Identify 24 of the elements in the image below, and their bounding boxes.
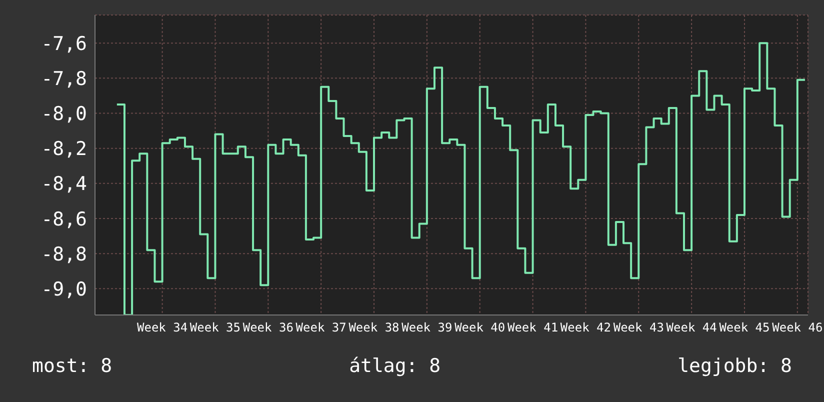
- y-tick-label: -8,4: [41, 173, 87, 196]
- x-tick-label: Week 34: [137, 320, 188, 335]
- y-tick-label: -7,8: [41, 68, 87, 90]
- x-tick-label: Week 44: [666, 320, 717, 335]
- x-tick-label: Week 36: [242, 320, 294, 335]
- y-tick-label: -8,0: [41, 102, 87, 125]
- x-tick-label: Week 39: [402, 320, 452, 335]
- x-tick-label: Week 38: [348, 320, 400, 335]
- x-tick-label: Week 43: [613, 320, 664, 335]
- y-tick-label: -8,8: [41, 243, 87, 266]
- x-tick-label: Week 35: [190, 320, 241, 335]
- x-tick-label: Week 42: [560, 320, 611, 335]
- y-tick-label: -8,6: [41, 208, 87, 230]
- x-tick-label: Week 41: [507, 320, 558, 335]
- x-tick-label: Week 37: [296, 320, 346, 335]
- y-tick-label: -9,0: [41, 278, 87, 300]
- x-tick-label: Week 46: [772, 320, 823, 335]
- x-tick-label: Week 40: [454, 320, 506, 335]
- y-tick-label: -8,2: [41, 138, 87, 160]
- x-tick-label: Week 45: [719, 320, 770, 335]
- text: most: 8: [32, 355, 112, 377]
- y-tick-label: -7,6: [41, 32, 87, 55]
- text: legjobb: 8: [678, 355, 792, 377]
- text: átlag: 8: [349, 355, 441, 377]
